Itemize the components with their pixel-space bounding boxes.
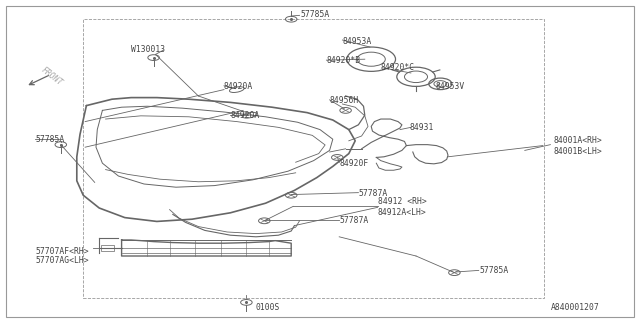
Text: 84920*C: 84920*C bbox=[381, 63, 415, 72]
Text: 57785A: 57785A bbox=[480, 266, 509, 275]
Text: 84912 <RH>: 84912 <RH> bbox=[378, 197, 426, 206]
Text: 84920F: 84920F bbox=[339, 159, 369, 168]
Text: W130013: W130013 bbox=[131, 45, 165, 54]
Text: 84920A: 84920A bbox=[224, 82, 253, 91]
Text: 57787A: 57787A bbox=[358, 189, 388, 198]
Text: 84001A<RH>: 84001A<RH> bbox=[554, 136, 602, 145]
Text: 84953A: 84953A bbox=[342, 37, 372, 46]
Bar bbox=[83, 19, 544, 298]
Text: A840001207: A840001207 bbox=[550, 303, 599, 312]
Text: 57707AF<RH>: 57707AF<RH> bbox=[35, 247, 89, 256]
Text: 84912A<LH>: 84912A<LH> bbox=[378, 208, 426, 217]
Text: 84956H: 84956H bbox=[330, 96, 359, 105]
Text: 84920A: 84920A bbox=[230, 111, 260, 120]
Text: 84001B<LH>: 84001B<LH> bbox=[554, 148, 602, 156]
Text: 57707AG<LH>: 57707AG<LH> bbox=[35, 256, 89, 265]
Text: FRONT: FRONT bbox=[40, 66, 65, 88]
Bar bbox=[101, 245, 114, 251]
Text: 84920*B: 84920*B bbox=[326, 56, 360, 65]
Text: 84953V: 84953V bbox=[435, 82, 465, 91]
Text: 57785A: 57785A bbox=[35, 135, 65, 144]
Text: 57785A: 57785A bbox=[301, 10, 330, 19]
Text: 84931: 84931 bbox=[410, 124, 434, 132]
Text: 57787A: 57787A bbox=[339, 216, 369, 225]
Text: 0100S: 0100S bbox=[256, 303, 280, 312]
